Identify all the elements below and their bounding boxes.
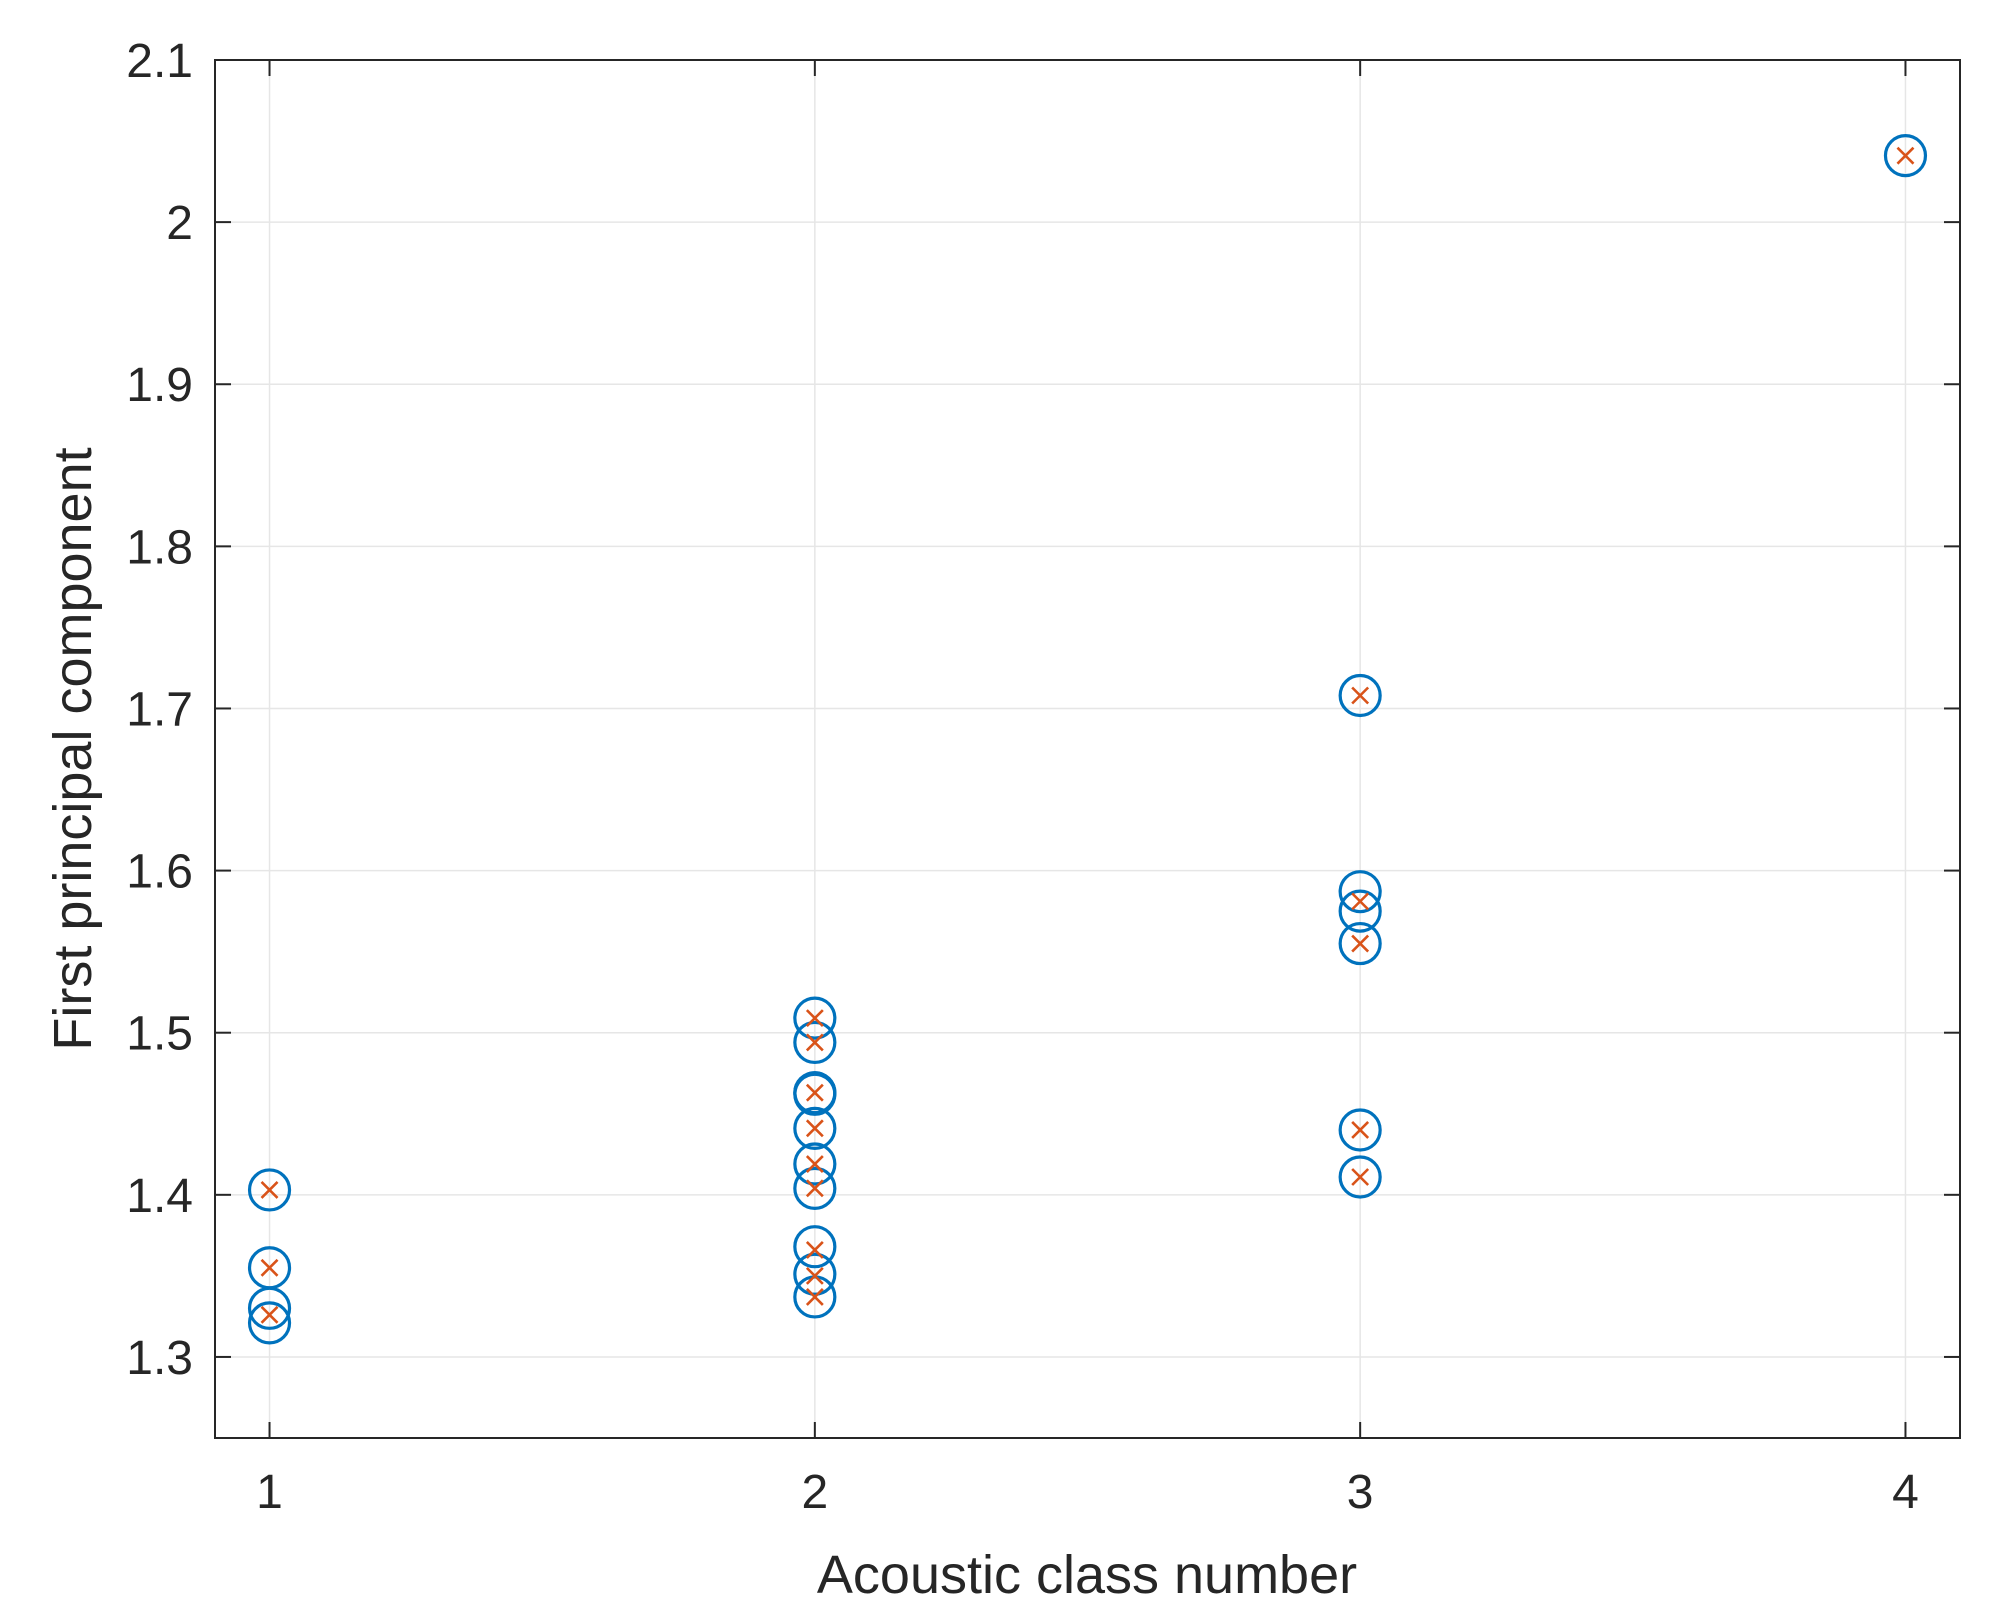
circle-point [247,1168,292,1212]
cross-point [1351,934,1370,953]
x-axis-label: Acoustic class number [817,1545,1357,1604]
circle-point [1338,673,1382,718]
circle-point [1338,1155,1382,1199]
y-tick-label: 1.8 [126,521,193,574]
y-tick-label: 1.5 [126,1008,193,1061]
cross-point [805,1033,824,1052]
circle-point [793,1142,837,1186]
y-tick-label: 1.9 [126,359,193,412]
plot-frame [214,59,1961,1439]
x-tick-label: 4 [1892,1466,1919,1519]
circle-point [793,1166,837,1210]
circle-point [793,1106,837,1150]
x-tick-label: 1 [256,1466,283,1519]
cross-point [1351,686,1370,705]
cross-point [1896,146,1915,165]
cross-point [1351,1121,1370,1139]
cross-point [805,1119,824,1138]
cross-point [805,1083,824,1102]
grid-lines [215,59,1960,1438]
data-points [247,134,1928,1345]
cross-point [805,1155,824,1173]
cross-point [260,1305,279,1324]
axis-ticks: 1 2 3 4 1.3 1.4 1.5 1.6 1.7 1.8 1.9 2 2.1 [126,35,1960,1519]
cross-point [805,1266,824,1285]
cross-point [1351,892,1370,911]
cross-point [805,1009,824,1028]
y-tick-label: 1.7 [126,683,193,736]
y-tick-label: 2.1 [126,35,193,88]
y-tick-label: 1.6 [126,846,193,899]
y-tick-label: 2 [166,197,193,250]
y-tick-label: 1.3 [126,1332,193,1385]
x-tick-label: 2 [801,1466,828,1519]
circle-point [793,1071,837,1115]
circle-point [1338,921,1382,966]
y-tick-label: 1.4 [126,1170,193,1223]
cross-point [260,1258,279,1277]
circle-point [247,1301,292,1345]
cross-point [260,1181,279,1199]
cross-point [805,1241,824,1259]
circle-point [247,1286,292,1330]
cross-point [805,1179,824,1198]
y-axis-label: First principal component [43,447,103,1050]
circle-point [793,996,837,1040]
circle-point [1883,134,1928,178]
circle-point [1338,870,1382,914]
circle-point [793,1020,837,1065]
circle-point [1338,1108,1382,1152]
circle-point [793,1225,837,1269]
cross-point [1351,1168,1370,1186]
circle-point [1338,889,1382,933]
x-tick-label: 3 [1347,1466,1374,1519]
circle-point [793,1252,837,1296]
cross-point [805,1288,824,1306]
